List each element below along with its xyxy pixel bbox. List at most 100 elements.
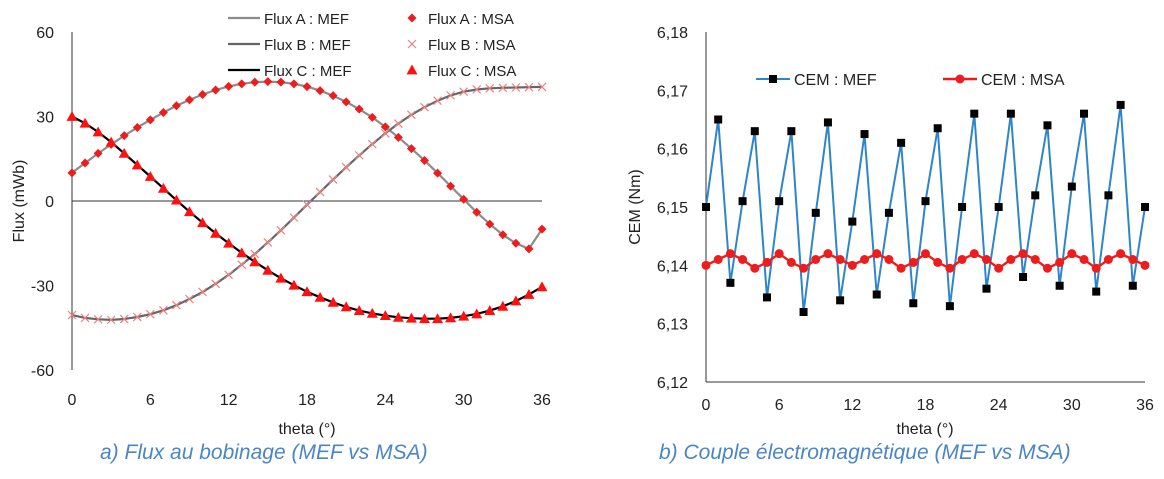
data-point [472,207,482,217]
data-point [969,249,979,259]
chart-cem: 6,12 6,13 6,14 6,15 6,16 6,17 6,18 0 6 12 18 24 30 36… [627,25,1154,438]
data-point [523,289,535,299]
data-point [702,203,710,211]
data-point [847,260,857,270]
x-tick-label: 6 [775,397,784,414]
data-point [144,170,156,181]
y-tick-label: 6,16 [657,142,688,159]
y-tick-label: 30 [36,110,54,127]
data-point [1042,263,1052,273]
y-tick-label: -30 [31,279,54,296]
data-point [366,307,378,318]
data-point [775,197,784,206]
data-point [933,257,943,267]
data-point [236,247,248,258]
data-point [762,293,771,302]
data-point [701,260,711,270]
legend-swatch [769,75,777,83]
data-point [67,168,77,178]
data-point [537,224,547,234]
data-point [1067,249,1077,259]
data-point [982,284,991,293]
y-tick-label: 6,13 [657,317,688,334]
data-point [354,104,364,114]
data-point [981,255,991,264]
legend-label: Flux A : MEF [264,11,349,28]
data-point [118,147,130,158]
data-point [275,272,287,283]
data-point [249,256,261,267]
data-point [237,260,247,270]
series-5 [66,111,548,324]
x-tick-label: 0 [68,392,77,409]
data-point [340,301,352,312]
data-point [184,206,195,217]
x-axis-label: theta (°) [896,421,953,438]
data-point [811,255,821,264]
data-point [459,194,469,204]
caption-cem: b) Couple électromagnétique (MEF vs MSA) [659,441,1071,464]
data-point [314,291,326,302]
data-point [714,115,723,124]
data-point [170,194,182,205]
data-point [459,87,469,97]
data-point [67,310,77,320]
data-point [823,249,833,259]
series-line [71,80,543,251]
series-1 [71,85,543,322]
data-point [250,77,260,87]
data-point [66,111,78,121]
data-point [1128,255,1138,264]
data-point [262,264,274,275]
data-point [92,126,104,137]
data-point [485,83,495,93]
x-tick-label: 36 [533,392,551,409]
data-point [1140,260,1150,270]
data-point [406,144,416,154]
data-point [393,119,403,128]
data-point [860,130,869,139]
data-point [1030,255,1040,264]
data-point [145,309,155,319]
data-point [185,95,194,105]
data-point [302,200,312,210]
data-point [80,313,90,323]
data-point [419,313,430,324]
data-point [119,131,129,141]
y-tick-label: 6,18 [657,25,688,42]
data-point [93,314,103,324]
series-0 [702,100,1149,316]
data-point [970,109,979,118]
data-point [774,249,784,259]
data-point [327,296,339,307]
data-point [420,155,429,165]
x-tick-label: 12 [843,397,861,414]
data-point [1043,121,1052,130]
legend: CEM : MEF CEM : MSA [756,72,1065,89]
x-tick-label: 30 [455,392,473,409]
data-point [315,86,325,96]
data-point [328,91,338,101]
data-point [945,263,955,273]
data-point [896,263,906,273]
data-point [210,227,222,238]
data-point [132,122,142,132]
data-point [835,255,845,264]
data-point [811,208,820,217]
data-point [884,208,893,217]
y-tick-label: 0 [45,194,54,211]
data-point [471,308,483,319]
data-point [1006,109,1015,118]
data-point [1055,281,1064,290]
data-point [105,136,117,147]
data-point [392,311,404,322]
data-point [420,102,429,112]
data-point [872,249,882,259]
y-axis-label: CEM (Nm) [627,169,644,245]
series-3 [67,77,547,254]
data-point [958,203,967,211]
data-point [762,257,772,267]
data-point [497,300,509,311]
data-point [93,148,103,158]
